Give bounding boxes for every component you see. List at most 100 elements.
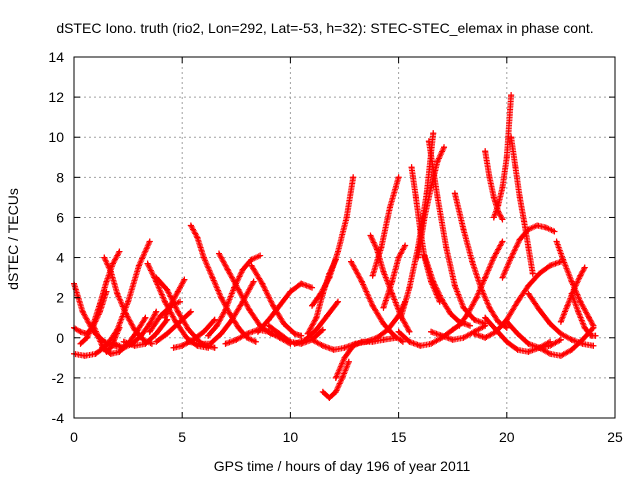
data-point bbox=[319, 342, 326, 349]
data-point bbox=[185, 338, 192, 345]
data-point bbox=[302, 336, 309, 343]
data-point bbox=[326, 394, 333, 401]
data-point bbox=[218, 294, 225, 301]
data-point bbox=[319, 388, 326, 395]
data-point bbox=[434, 194, 441, 201]
data-arc bbox=[319, 358, 352, 401]
data-point bbox=[525, 348, 532, 355]
data-point bbox=[77, 328, 84, 335]
data-point bbox=[276, 330, 283, 337]
data-point bbox=[417, 342, 424, 349]
data-point bbox=[430, 130, 437, 137]
data-point bbox=[438, 296, 445, 303]
data-layer bbox=[71, 92, 599, 401]
data-point bbox=[512, 164, 519, 171]
data-arc bbox=[77, 248, 123, 347]
x-tick-label: 25 bbox=[607, 429, 623, 445]
data-point bbox=[79, 308, 86, 315]
data-point bbox=[215, 250, 222, 257]
y-tick-label: -4 bbox=[52, 410, 65, 426]
data-point bbox=[490, 214, 497, 221]
data-point bbox=[386, 204, 393, 211]
data-point bbox=[434, 158, 441, 165]
data-point bbox=[358, 278, 365, 285]
data-point bbox=[265, 322, 272, 329]
data-point bbox=[103, 278, 110, 285]
data-point bbox=[460, 334, 467, 341]
data-point bbox=[469, 258, 476, 265]
arc-markers bbox=[309, 298, 409, 353]
data-point bbox=[486, 174, 493, 181]
data-point bbox=[142, 340, 149, 347]
data-point bbox=[211, 316, 218, 323]
data-point bbox=[395, 174, 402, 181]
data-point bbox=[116, 248, 123, 255]
data-point bbox=[568, 336, 575, 343]
data-point bbox=[492, 326, 499, 333]
data-point bbox=[590, 342, 597, 349]
data-point bbox=[575, 308, 582, 315]
data-point bbox=[146, 328, 153, 335]
data-point bbox=[116, 324, 123, 331]
data-point bbox=[525, 340, 532, 347]
data-point bbox=[369, 272, 376, 279]
data-arc bbox=[367, 232, 413, 335]
data-point bbox=[408, 164, 415, 171]
data-point bbox=[406, 328, 413, 335]
data-point bbox=[133, 328, 140, 335]
data-point bbox=[380, 336, 387, 343]
data-point bbox=[395, 328, 402, 335]
data-point bbox=[438, 332, 445, 339]
y-tick-label: 12 bbox=[48, 89, 64, 105]
data-point bbox=[482, 274, 489, 281]
y-tick-label: 0 bbox=[56, 330, 64, 346]
data-point bbox=[287, 338, 294, 345]
data-point bbox=[257, 252, 264, 259]
data-point bbox=[525, 226, 532, 233]
plot-frame bbox=[73, 56, 616, 419]
data-arc bbox=[347, 258, 406, 345]
data-point bbox=[460, 304, 467, 311]
data-point bbox=[168, 300, 175, 307]
data-point bbox=[553, 238, 560, 245]
data-point bbox=[560, 256, 567, 263]
data-point bbox=[174, 288, 181, 295]
data-point bbox=[125, 298, 132, 305]
data-point bbox=[350, 174, 357, 181]
y-axis-label: dSTEC / TECUs bbox=[5, 188, 21, 290]
data-point bbox=[395, 254, 402, 261]
data-point bbox=[265, 316, 272, 323]
data-point bbox=[557, 336, 564, 343]
data-point bbox=[77, 340, 84, 347]
data-point bbox=[146, 320, 153, 327]
data-point bbox=[499, 184, 506, 191]
data-point bbox=[107, 268, 114, 275]
x-tick-label: 20 bbox=[499, 429, 515, 445]
data-point bbox=[514, 298, 521, 305]
data-point bbox=[161, 314, 168, 321]
data-arc bbox=[120, 316, 171, 349]
data-point bbox=[516, 194, 523, 201]
data-point bbox=[547, 262, 554, 269]
data-point bbox=[421, 252, 428, 259]
data-point bbox=[547, 342, 554, 349]
data-point bbox=[83, 334, 90, 341]
data-arc bbox=[415, 144, 448, 261]
data-arc bbox=[456, 238, 506, 329]
data-point bbox=[514, 330, 521, 337]
data-point bbox=[347, 258, 354, 265]
arc-markers bbox=[425, 138, 489, 327]
y-tick-label: 8 bbox=[56, 169, 64, 185]
data-arc bbox=[380, 242, 409, 311]
data-point bbox=[174, 308, 181, 315]
data-point bbox=[304, 330, 311, 337]
data-point bbox=[248, 256, 255, 263]
data-point bbox=[319, 290, 326, 297]
data-point bbox=[244, 330, 251, 337]
data-point bbox=[471, 330, 478, 337]
data-point bbox=[536, 270, 543, 277]
data-point bbox=[568, 290, 575, 297]
data-point bbox=[529, 270, 536, 277]
data-point bbox=[503, 154, 510, 161]
data-point bbox=[291, 330, 298, 337]
